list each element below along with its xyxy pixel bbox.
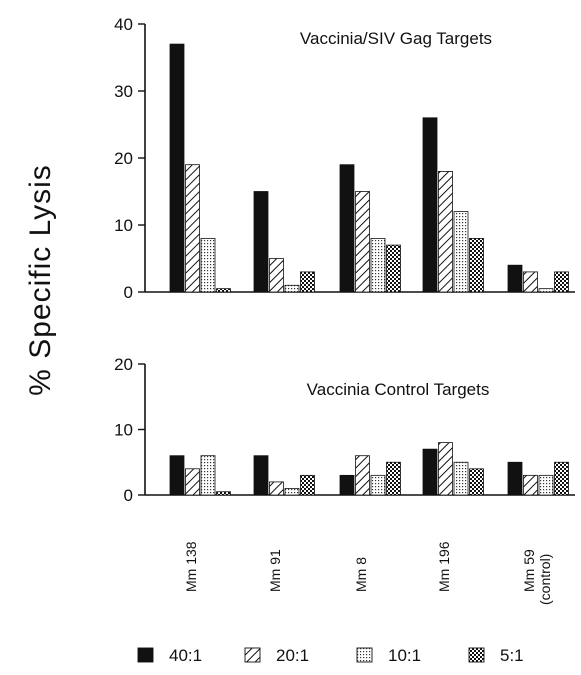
category-sublabel: (control) (537, 554, 553, 605)
category-labels: Mm 138 Mm 91 Mm 8 Mm 196 Mm 59 (control) (183, 541, 553, 605)
category-label: Mm 59 (521, 549, 537, 592)
bar-10-1 (284, 284, 300, 293)
y-tick-label: 0 (124, 283, 133, 302)
bar-10-1 (284, 488, 300, 496)
bar-20-1 (523, 474, 538, 496)
bar-20-1 (355, 455, 370, 496)
bar-5-1 (386, 244, 401, 293)
bar-40-1 (169, 455, 185, 496)
bar-40-1 (507, 264, 523, 293)
bar-40-1 (253, 191, 269, 293)
bar-5-1 (469, 468, 484, 496)
bar-20-1 (523, 271, 538, 293)
category-label: Mm 8 (353, 557, 369, 592)
legend-label: 40:1 (169, 646, 202, 665)
bar-40-1 (422, 448, 438, 496)
bar-40-1 (339, 164, 355, 293)
category-label: Mm 91 (267, 549, 283, 592)
category-label: Mm 196 (436, 541, 452, 592)
y-tick-label: 20 (114, 149, 133, 168)
bar-40-1 (169, 43, 185, 293)
gag-targets-panel: Vaccinia/SIV Gag Targets 0 10 20 30 40 (114, 15, 575, 302)
bar-10-1 (453, 211, 469, 293)
y-tick-label: 0 (124, 486, 133, 505)
bar-20-1 (355, 191, 370, 293)
bar-10-1 (200, 237, 216, 293)
bar-40-1 (507, 461, 523, 496)
bar-5-1 (300, 271, 315, 293)
y-tick-label: 10 (114, 421, 133, 440)
bar-10-1 (538, 474, 554, 496)
y-axis-label: % Specific Lysis (24, 164, 57, 396)
bar-5-1 (386, 461, 401, 496)
bar-5-1 (469, 237, 484, 293)
bar-10-1 (370, 474, 386, 496)
bar-40-1 (253, 455, 269, 496)
legend-swatch (468, 647, 485, 663)
bar-20-1 (269, 481, 284, 496)
legend-label: 20:1 (276, 646, 309, 665)
category-label: Mm 138 (183, 541, 199, 592)
legend: 40:1 20:1 10:1 5:1 (137, 646, 524, 665)
bar-5-1 (300, 474, 315, 496)
bar-40-1 (339, 474, 355, 496)
bar-20-1 (185, 468, 200, 496)
bar-10-1 (200, 455, 216, 496)
y-tick-label: 20 (114, 355, 133, 374)
bar-10-1 (538, 288, 554, 293)
legend-swatch (356, 647, 373, 663)
legend-swatch (137, 647, 154, 663)
bar-5-1 (216, 288, 231, 293)
bar-20-1 (438, 170, 453, 293)
y-tick-label: 10 (114, 216, 133, 235)
bar-10-1 (453, 461, 469, 496)
bar-40-1 (422, 117, 438, 293)
y-tick-label: 40 (114, 15, 133, 34)
bar-20-1 (269, 258, 284, 293)
bar-10-1 (370, 237, 386, 293)
control-targets-panel: Vaccinia Control Targets 0 10 20 (114, 355, 575, 505)
panel-title: Vaccinia Control Targets (307, 380, 490, 399)
y-tick-label: 30 (114, 82, 133, 101)
panel-title: Vaccinia/SIV Gag Targets (300, 29, 492, 48)
bar-5-1 (216, 491, 231, 496)
bar-20-1 (185, 164, 200, 293)
legend-label: 10:1 (388, 646, 421, 665)
bar-20-1 (438, 442, 453, 496)
bar-5-1 (554, 271, 569, 293)
legend-label: 5:1 (500, 646, 524, 665)
legend-swatch (244, 647, 261, 663)
bar-5-1 (554, 461, 569, 496)
